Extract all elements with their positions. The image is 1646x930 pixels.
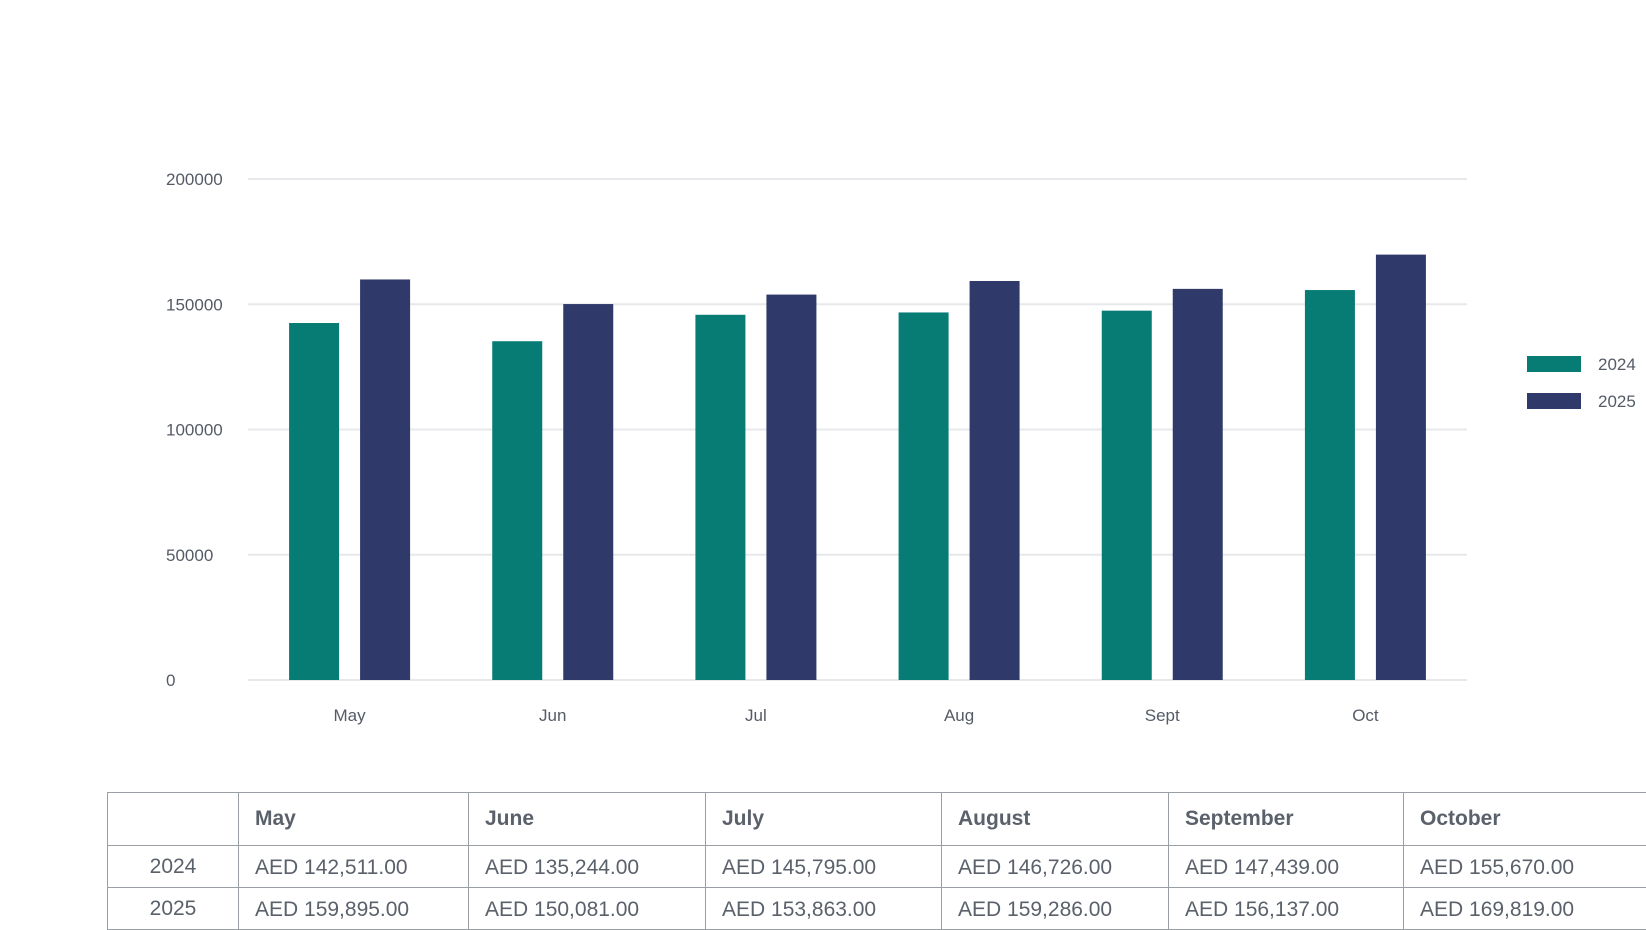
bar-2024-oct xyxy=(1305,290,1355,680)
table-cell: AED 153,863.00 xyxy=(706,888,942,930)
bar-2024-jun xyxy=(492,341,542,680)
y-tick-label: 100000 xyxy=(166,421,223,440)
table-cell: AED 135,244.00 xyxy=(469,846,706,888)
table-header-cell: August xyxy=(942,793,1169,846)
bar-2025-may xyxy=(360,279,410,680)
table-cell: AED 142,511.00 xyxy=(239,846,469,888)
legend-swatch-2025 xyxy=(1527,393,1581,409)
table-header-row: May June July August September October xyxy=(108,793,1646,846)
bar-2025-jun xyxy=(563,304,613,680)
x-tick-label: Sept xyxy=(1145,706,1180,725)
bar-2024-aug xyxy=(899,312,949,680)
bar-2025-aug xyxy=(970,281,1020,680)
table-cell: AED 156,137.00 xyxy=(1169,888,1404,930)
table-row-label: 2025 xyxy=(108,888,239,930)
table-cell: AED 159,286.00 xyxy=(942,888,1169,930)
x-tick-label: Jul xyxy=(745,706,767,725)
y-tick-label: 150000 xyxy=(166,295,223,314)
y-tick-label: 200000 xyxy=(166,170,223,189)
grid-lines xyxy=(248,179,1467,680)
x-tick-label: Oct xyxy=(1352,706,1379,725)
monthly-revenue-table: May June July August September October 2… xyxy=(107,792,1646,930)
bars xyxy=(289,255,1426,680)
table-cell: AED 155,670.00 xyxy=(1404,846,1646,888)
bar-2024-jul xyxy=(695,315,745,680)
table-cell: AED 150,081.00 xyxy=(469,888,706,930)
table-header-cell: June xyxy=(469,793,706,846)
bar-2025-sept xyxy=(1173,289,1223,680)
bar-2024-may xyxy=(289,323,339,680)
table-cell: AED 147,439.00 xyxy=(1169,846,1404,888)
legend-label: 2024 xyxy=(1598,355,1636,374)
table-header-cell: September xyxy=(1169,793,1404,846)
y-tick-label: 0 xyxy=(166,671,175,690)
table-header-cell: October xyxy=(1404,793,1646,846)
x-tick-label: Aug xyxy=(944,706,974,725)
table-cell: AED 169,819.00 xyxy=(1404,888,1646,930)
table-header-cell: July xyxy=(706,793,942,846)
table-cell: AED 159,895.00 xyxy=(239,888,469,930)
table-header-cell: May xyxy=(239,793,469,846)
table-cell: AED 146,726.00 xyxy=(942,846,1169,888)
table-cell: AED 145,795.00 xyxy=(706,846,942,888)
legend-swatch-2024 xyxy=(1527,356,1581,372)
bar-2024-sept xyxy=(1102,311,1152,680)
x-axis-tick-labels: May Jun Jul Aug Sept Oct xyxy=(334,706,1379,725)
table-row: 2025 AED 159,895.00 AED 150,081.00 AED 1… xyxy=(108,888,1646,930)
legend: 2024 2025 xyxy=(1527,355,1636,411)
y-tick-label: 50000 xyxy=(166,546,213,565)
x-tick-label: Jun xyxy=(539,706,566,725)
y-axis-tick-labels: 0 50000 100000 150000 200000 xyxy=(166,170,223,690)
table-row: 2024 AED 142,511.00 AED 135,244.00 AED 1… xyxy=(108,846,1646,888)
bar-2025-oct xyxy=(1376,255,1426,680)
x-tick-label: May xyxy=(334,706,367,725)
table-row-label: 2024 xyxy=(108,846,239,888)
bar-2025-jul xyxy=(766,295,816,680)
table-header-cell xyxy=(108,793,239,846)
bar-chart: 0 50000 100000 150000 200000 May Jun Jul Aug Sep… xyxy=(0,0,1646,760)
legend-label: 2025 xyxy=(1598,392,1636,411)
